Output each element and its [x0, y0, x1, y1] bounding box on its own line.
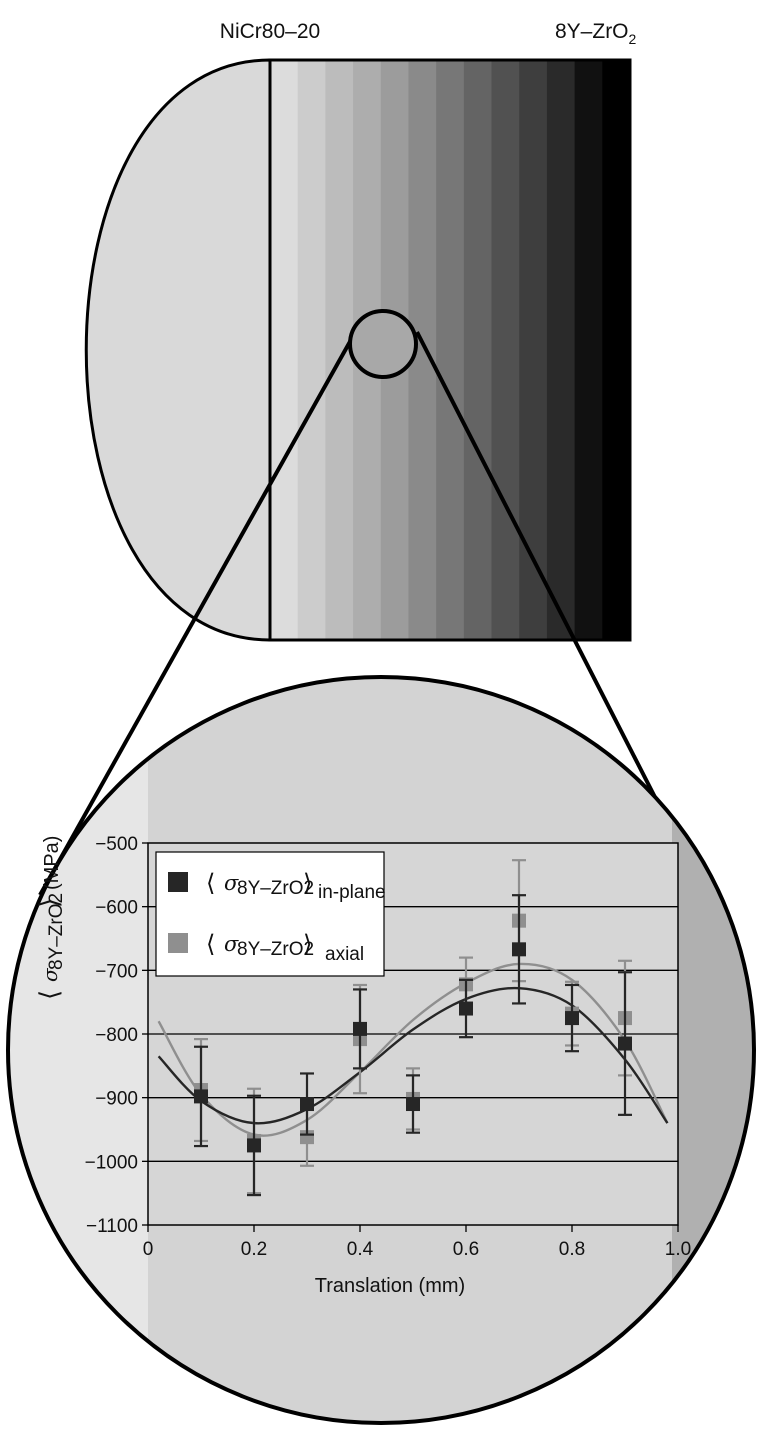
data-point-in_plane: [353, 1021, 367, 1036]
nicr-substrate: [84, 58, 272, 642]
x-axis-ticks: 0 0.2 0.4 0.6 0.8 1.0: [143, 1225, 691, 1260]
zoom-line-left: [38, 337, 354, 896]
y-tick-label: −900: [95, 1089, 138, 1110]
data-point-in_plane: [459, 1001, 473, 1016]
graded-layer-outline: [268, 58, 632, 642]
data-points: [194, 859, 632, 1197]
circle-left-region: [8, 677, 148, 1423]
y-sub: 8Y–ZrO2: [46, 893, 67, 970]
stress-plot: −500 −600 −700 −800 −900 −1000 −1100 0 0.2 0.4 0.…: [35, 834, 691, 1297]
x-tick-label: 0.2: [241, 1239, 267, 1260]
y-tick-label: −700: [95, 961, 138, 982]
graded-band: [519, 60, 548, 640]
graded-band: [436, 60, 465, 640]
y-tick-label: −800: [95, 1025, 138, 1046]
legend-bracket-right-1: ⟩: [303, 869, 312, 897]
legend-swatch-in-plane: [168, 872, 188, 892]
legend-label-in-plane: in-plane: [318, 882, 386, 903]
x-tick-label: 0: [143, 1239, 154, 1260]
nicr-label: NiCr80–20: [220, 20, 320, 43]
data-point-in_plane: [247, 1138, 261, 1153]
graded-band: [574, 60, 603, 640]
y-sigma: σ: [38, 967, 62, 982]
graded-band: [297, 60, 326, 640]
data-point-in_plane: [618, 1036, 632, 1051]
x-tick-label: 0.4: [347, 1239, 374, 1260]
legend-bracket-right-2: ⟩: [303, 930, 312, 958]
fit-curve-axial: [157, 962, 669, 1137]
data-point-in_plane: [194, 1089, 208, 1104]
data-point-in_plane: [565, 1011, 579, 1026]
legend: ⟨ σ 8Y–ZrO2 ⟩ in-plane ⟨ σ 8Y–ZrO2 ⟩ axi…: [155, 851, 386, 977]
graded-band: [491, 60, 520, 640]
circle-right-region: [672, 677, 754, 1423]
data-point-in_plane: [406, 1097, 420, 1112]
graded-band: [546, 60, 576, 640]
magnified-circle: [6, 675, 756, 1425]
y-bracket-right: ⟩: [35, 898, 65, 908]
legend-label-axial: axial: [325, 944, 364, 965]
legend-bracket-left-1: ⟨: [206, 869, 215, 897]
zro2-label: 8Y–ZrO2: [555, 20, 637, 47]
x-tick-label: 0.6: [453, 1239, 479, 1260]
magnifier-circle: [348, 309, 418, 379]
y-unit: (MPa): [41, 836, 63, 890]
y-tick-label: −600: [95, 898, 138, 919]
data-point-in_plane: [512, 942, 526, 957]
legend-sigma-2: σ: [224, 932, 239, 956]
legend-swatch-axial: [168, 933, 188, 953]
graded-band: [463, 60, 493, 640]
fit-curve-in_plane: [157, 986, 669, 1125]
x-tick-label: 0.8: [559, 1239, 585, 1260]
fit-curves: [157, 962, 669, 1137]
legend-sigma-1: σ: [224, 871, 239, 895]
y-bracket-left: ⟨: [35, 990, 65, 1000]
data-point-in_plane: [300, 1097, 314, 1112]
graded-layer-bands: [270, 60, 631, 640]
legend-bracket-left-2: ⟨: [206, 930, 215, 958]
y-tick-label: −1000: [85, 1152, 138, 1173]
y-axis-ticks: −500 −600 −700 −800 −900 −1000 −1100: [85, 834, 148, 1237]
legend-sub-1: 8Y–ZrO2: [237, 878, 314, 899]
graded-band: [270, 60, 299, 640]
x-tick-label: 1.0: [665, 1239, 691, 1260]
graded-band: [602, 60, 631, 640]
legend-box: [155, 851, 385, 977]
y-axis-title: ⟨ σ 8Y–ZrO2 ⟩ (MPa): [35, 836, 67, 1000]
y-tick-label: −1100: [86, 1216, 138, 1237]
x-axis-title: Translation (mm): [315, 1275, 465, 1297]
y-tick-label: −500: [95, 834, 138, 855]
legend-sub-2: 8Y–ZrO2: [237, 939, 314, 960]
